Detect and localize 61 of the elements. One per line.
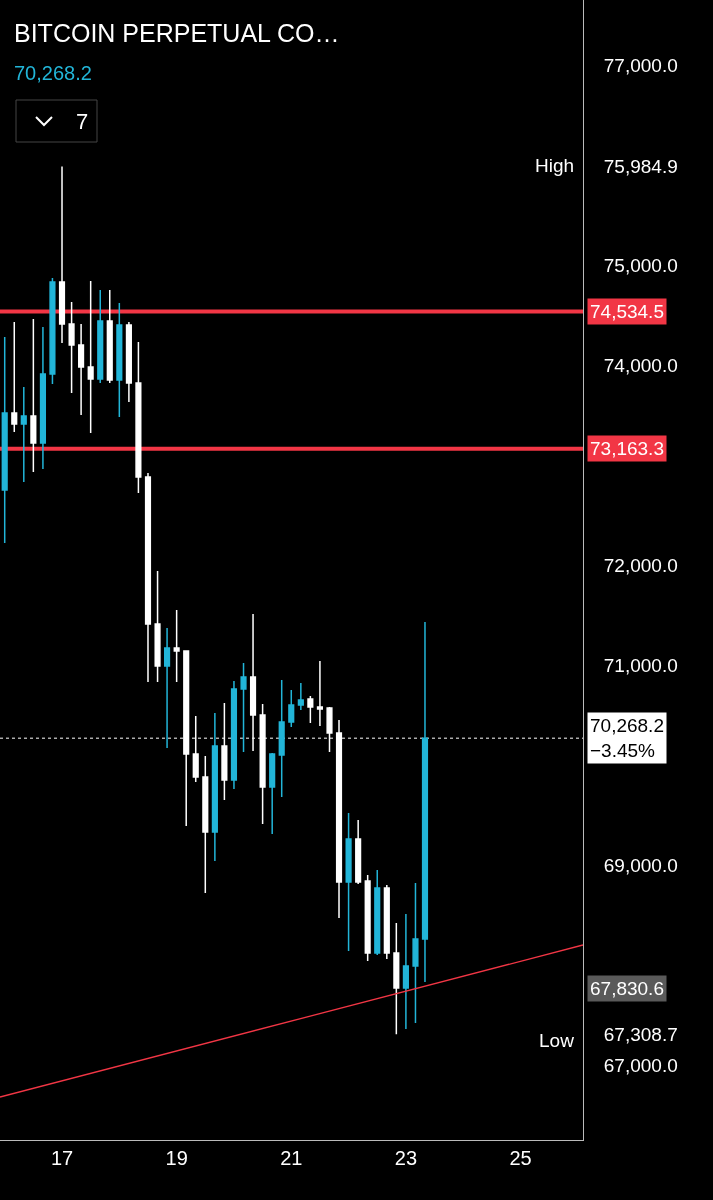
y-tick-label: 71,000.0	[603, 654, 678, 676]
candlestick	[173, 609, 180, 683]
candlestick	[211, 712, 218, 862]
candlestick	[144, 472, 152, 683]
x-tick-label: 21	[280, 1147, 303, 1169]
candlestick	[402, 913, 409, 1030]
candlestick	[49, 277, 56, 385]
annotation: 7	[76, 109, 89, 134]
candlestick	[39, 326, 47, 470]
candlestick	[58, 165, 66, 344]
candlestick	[240, 662, 247, 753]
y-tick-label: 75,984.9	[603, 156, 678, 178]
y-tick-label: 72,000.0	[603, 554, 678, 576]
candlestick	[316, 660, 324, 727]
x-tick-label: 17	[50, 1147, 74, 1169]
candlestick	[421, 621, 429, 983]
candlestick	[97, 289, 104, 384]
ref-line-label: 73,163.3	[590, 438, 664, 459]
annotation: Low	[539, 1030, 575, 1051]
candlestick	[87, 280, 94, 434]
candlestick	[68, 301, 75, 394]
candlestick	[20, 386, 27, 483]
x-tick-label: 25	[509, 1147, 532, 1169]
candlestick	[297, 682, 304, 711]
candlestick	[355, 819, 362, 885]
y-tick-label: 67,308.7	[603, 1023, 678, 1045]
candlestick	[30, 318, 37, 473]
x-tick-label: 23	[394, 1147, 418, 1169]
ref-line-label: 70,268.2 −3.45%	[590, 715, 664, 761]
x-tick-label: 19	[165, 1147, 188, 1169]
y-tick-label: 67,000.0	[603, 1054, 678, 1076]
candlestick	[106, 289, 113, 384]
candlestick	[383, 884, 390, 960]
candlestick	[163, 627, 171, 749]
candlestick	[307, 695, 314, 724]
candlestick	[202, 755, 209, 894]
candlestick	[11, 321, 18, 433]
y-tick-label: 69,000.0	[603, 854, 678, 876]
candlestick	[1, 336, 8, 544]
candlestick	[116, 302, 123, 418]
y-tick-label: 75,000.0	[603, 254, 678, 276]
candlestick	[364, 874, 371, 962]
ref-line-label: 74,534.5	[590, 301, 664, 322]
candlestick	[230, 680, 238, 790]
text: 67,830.6	[590, 978, 664, 999]
y-tick-label: 74,000.0	[603, 354, 678, 376]
candlestick	[345, 812, 352, 952]
candlestick	[374, 869, 381, 956]
annotation: High	[535, 155, 575, 176]
candlestick	[78, 323, 85, 416]
candlestick	[278, 679, 285, 798]
candlestick	[393, 922, 400, 1035]
candlestick	[412, 882, 419, 1024]
y-tick-label: 77,000.0	[603, 54, 678, 76]
candlestick	[154, 570, 161, 683]
candlestick	[288, 689, 295, 728]
candlestick	[125, 321, 132, 403]
text: 70,268.2	[14, 62, 92, 84]
candlestick	[135, 341, 142, 494]
candlestick	[269, 752, 276, 835]
text: BITCOIN PERPETUAL CO…	[14, 19, 340, 47]
